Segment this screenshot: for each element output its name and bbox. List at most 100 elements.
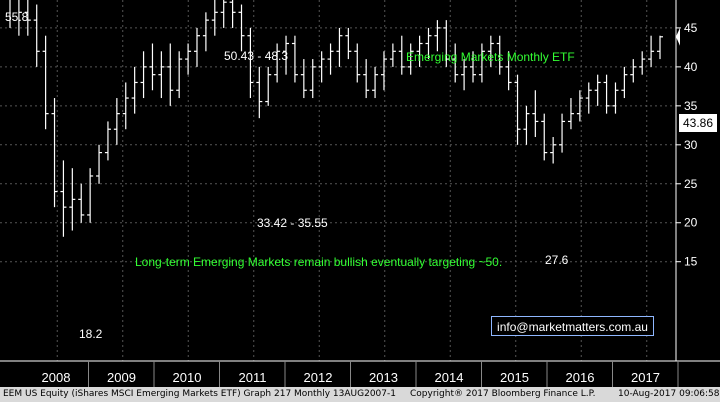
annotation-2011-low: 33.42 - 35.55 bbox=[257, 216, 328, 230]
ohlc-bar bbox=[24, 0, 31, 36]
x-tick-label: 2009 bbox=[107, 370, 136, 385]
ohlc-bar bbox=[318, 51, 325, 83]
ohlc-bar bbox=[443, 20, 450, 67]
ohlc-bar bbox=[176, 51, 183, 99]
ohlc-bar bbox=[559, 113, 566, 153]
ohlc-bar bbox=[372, 66, 379, 99]
y-tick-label: 30 bbox=[684, 138, 698, 152]
ohlc-bar bbox=[657, 35, 663, 60]
ohlc-bar bbox=[496, 35, 503, 75]
ohlc-bar bbox=[291, 35, 298, 83]
ohlc-bar bbox=[185, 43, 192, 75]
ohlc-bar bbox=[541, 113, 548, 161]
ohlc-bar bbox=[470, 51, 477, 83]
last-price-label: 43.86 bbox=[679, 114, 717, 132]
ohlc-bar bbox=[96, 144, 103, 184]
ohlc-bar bbox=[639, 51, 646, 75]
x-tick-label: 2013 bbox=[369, 370, 398, 385]
ohlc-bar bbox=[452, 43, 459, 83]
ohlc-bar bbox=[167, 43, 174, 106]
ohlc-bar bbox=[398, 35, 405, 75]
ohlc-bar bbox=[550, 137, 557, 164]
ohlc-bar bbox=[576, 90, 583, 122]
ohlc-bar bbox=[363, 59, 370, 99]
ohlc-bar bbox=[247, 27, 254, 99]
annotation-2016-low: 27.6 bbox=[545, 253, 569, 267]
ohlc-bar bbox=[274, 43, 281, 83]
ohlc-bar bbox=[407, 43, 414, 75]
ohlc-bar bbox=[309, 59, 316, 99]
ohlc-bar bbox=[122, 82, 129, 130]
ohlc-bar bbox=[283, 35, 290, 75]
y-tick-label: 35 bbox=[684, 99, 698, 113]
ohlc-bar bbox=[478, 43, 485, 83]
ohlc-bar bbox=[425, 27, 432, 60]
ohlc-bar bbox=[113, 98, 120, 145]
ohlc-bar bbox=[158, 51, 165, 99]
ohlc-bar bbox=[193, 27, 200, 67]
chart-title: Emerging Markets Monthly ETF bbox=[406, 50, 575, 64]
ohlc-bar bbox=[567, 98, 574, 130]
annotation-2008-low: 18.2 bbox=[79, 327, 103, 341]
y-tick-label: 40 bbox=[684, 60, 698, 74]
ohlc-bar bbox=[505, 51, 512, 91]
ohlc-bar bbox=[78, 183, 85, 223]
ohlc-bar bbox=[265, 66, 272, 106]
ohlc-bar bbox=[131, 66, 138, 114]
ohlc-bar bbox=[594, 74, 601, 106]
ohlc-bar bbox=[220, 0, 227, 28]
ohlc-bar bbox=[612, 82, 619, 114]
ohlc-bar bbox=[300, 59, 307, 99]
ohlc-bar bbox=[648, 35, 655, 67]
annotation-high: 55.8 bbox=[5, 10, 29, 24]
y-tick-label: 20 bbox=[684, 216, 698, 230]
annotation-2011-peak: 50.43 - 48.3 bbox=[224, 49, 289, 63]
ohlc-bar bbox=[9, 0, 11, 28]
ohlc-bar bbox=[416, 35, 423, 67]
ohlc-bar bbox=[532, 90, 539, 138]
ohlc-bar bbox=[389, 43, 396, 67]
ohlc-bar bbox=[42, 35, 49, 130]
footer-copyright: Copyright® 2017 Bloomberg Finance L.P. bbox=[410, 389, 596, 399]
ohlc-bar bbox=[523, 105, 530, 145]
x-axis-band bbox=[0, 361, 720, 387]
y-tick-label: 15 bbox=[684, 255, 698, 269]
ohlc-bar bbox=[336, 27, 343, 67]
contact-email[interactable]: info@marketmatters.com.au bbox=[491, 316, 654, 336]
x-tick-label: 2012 bbox=[304, 370, 333, 385]
ohlc-bar bbox=[354, 43, 361, 83]
last-price-pointer bbox=[676, 27, 680, 46]
ohlc-bar bbox=[140, 51, 147, 99]
ohlc-bar bbox=[630, 59, 637, 83]
ohlc-bar bbox=[256, 66, 263, 119]
x-tick-label: 2017 bbox=[631, 370, 660, 385]
ohlc-bar bbox=[149, 43, 156, 91]
x-tick-label: 2014 bbox=[435, 370, 464, 385]
ohlc-bar bbox=[621, 66, 628, 99]
ohlc-bar bbox=[514, 74, 521, 145]
plot-area bbox=[0, 0, 676, 361]
ohlc-bar bbox=[461, 59, 468, 91]
ohlc-bar bbox=[229, 0, 236, 28]
ohlc-bar bbox=[487, 35, 494, 67]
ohlc-bar bbox=[211, 0, 218, 36]
x-tick-label: 2011 bbox=[239, 370, 267, 385]
footer-bar: EEM US Equity (iShares MSCI Emerging Mar… bbox=[0, 387, 720, 402]
ohlc-bar bbox=[202, 12, 209, 52]
footer-timestamp: 10-Aug-2017 09:06:58 bbox=[618, 389, 720, 399]
footer-security-info: EEM US Equity (iShares MSCI Emerging Mar… bbox=[3, 389, 396, 399]
ohlc-bar bbox=[33, 4, 40, 67]
x-tick-label: 2008 bbox=[42, 370, 71, 385]
bullish-note: Long-term Emerging Markets remain bullis… bbox=[135, 255, 503, 269]
ohlc-bar bbox=[327, 43, 334, 75]
ohlc-bar bbox=[585, 82, 592, 114]
ohlc-bar bbox=[60, 160, 67, 237]
ohlc-bar bbox=[51, 98, 58, 208]
ohlc-bar bbox=[434, 20, 441, 52]
ohlc-bar bbox=[69, 168, 76, 231]
ohlc-bar bbox=[18, 0, 22, 36]
y-tick-label: 25 bbox=[684, 177, 698, 191]
ohlc-bar bbox=[104, 121, 111, 161]
ohlc-bar bbox=[380, 51, 387, 91]
